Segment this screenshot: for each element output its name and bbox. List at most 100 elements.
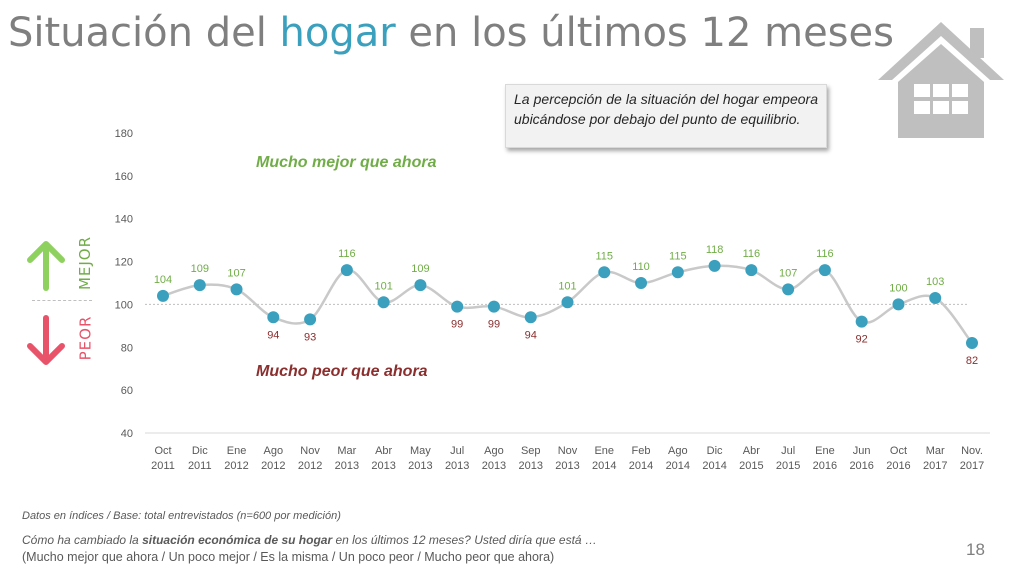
x-tick-label: Feb 2014: [629, 445, 653, 472]
data-label: 103: [926, 276, 944, 288]
data-points: [157, 259, 978, 349]
question-bold: situación económica de su hogar: [142, 533, 333, 547]
side-divider: [32, 300, 92, 301]
data-point: [966, 337, 978, 349]
y-tick-label: 120: [115, 257, 133, 269]
data-point: [414, 279, 427, 292]
data-label: 94: [525, 329, 537, 341]
data-point: [671, 266, 684, 279]
title-post: en los últimos 12 meses: [395, 10, 894, 56]
question-pre: Cómo ha cambiado la: [22, 533, 143, 547]
data-label: 118: [706, 244, 724, 256]
arrow-down-icon: [27, 315, 65, 365]
y-tick-label: 140: [115, 214, 133, 226]
data-label: 104: [154, 274, 172, 286]
data-labels: 104 109 107 94 93 116 101 109 99 99 94 101 115 110 115…: [154, 244, 978, 367]
zone-label-lower: Mucho peor que ahora: [256, 363, 428, 380]
y-tick-label: 40: [121, 428, 133, 440]
data-point: [635, 277, 648, 289]
data-point: [193, 279, 206, 292]
x-tick-label: Mar 2013: [335, 445, 359, 472]
data-point: [892, 298, 905, 311]
x-tick-label: Oct 2016: [886, 445, 910, 472]
data-label: 82: [966, 355, 978, 367]
data-label: 115: [595, 250, 613, 262]
x-tick-label: Mar 2017: [923, 445, 947, 472]
x-tick-label: Sep 2013: [518, 445, 542, 472]
x-tick-label: Jun 2016: [849, 445, 873, 472]
data-point: [487, 300, 500, 313]
data-point: [230, 283, 243, 296]
y-tick-label: 60: [121, 385, 133, 397]
x-tick-label: Dic 2011: [188, 445, 212, 472]
data-label: 99: [451, 319, 463, 331]
data-point: [782, 283, 795, 296]
data-point: [561, 296, 574, 309]
data-point: [524, 311, 537, 324]
x-tick-label: Dic 2014: [702, 445, 726, 472]
title-accent: hogar: [279, 10, 396, 56]
x-tick-label: Oct 2011: [151, 445, 175, 472]
x-tick-label: Jul 2015: [776, 445, 800, 472]
title-pre: Situación del: [8, 10, 280, 56]
x-tick-label: Abr 2015: [739, 445, 763, 472]
y-tick-label: 100: [115, 299, 133, 311]
x-axis: Oct 2011 Dic 2011 Ene 2012 Ago 2012 Nov 2012 Mar 20…: [145, 432, 990, 472]
data-label: 92: [856, 334, 868, 346]
x-tick-label: Ene 2014: [592, 445, 616, 472]
data-point: [818, 264, 831, 277]
data-label: 116: [338, 248, 356, 260]
arrow-up-icon: [27, 241, 65, 291]
data-point: [157, 289, 169, 302]
question-post: en los últimos 12 meses? Usted diría que…: [332, 533, 597, 547]
side-label-peor: PEOR: [76, 315, 95, 361]
survey-question: Cómo ha cambiado la situación económica …: [22, 532, 597, 549]
data-label: 101: [558, 280, 576, 292]
y-tick-label: 160: [115, 171, 133, 183]
x-tick-label: Ene 2012: [224, 445, 248, 472]
data-point: [451, 300, 464, 313]
data-point: [929, 292, 942, 304]
answer-options: (Mucho mejor que ahora / Un poco mejor /…: [22, 550, 555, 564]
data-point: [745, 264, 758, 277]
x-tick-label: May 2013: [408, 445, 432, 472]
data-label: 100: [889, 282, 907, 294]
x-tick-label: Nov. 2017: [960, 445, 984, 472]
data-point: [377, 296, 390, 309]
data-label: 94: [267, 329, 279, 341]
data-point: [267, 311, 280, 324]
footnote: Datos en índices / Base: total entrevist…: [22, 510, 341, 522]
data-label: 116: [816, 248, 834, 260]
data-label: 115: [669, 250, 687, 262]
data-label: 99: [488, 319, 500, 331]
data-label: 109: [191, 263, 209, 275]
data-label: 107: [227, 267, 245, 279]
callout-box: La percepción de la situación del hogar …: [505, 84, 827, 148]
data-label: 101: [374, 280, 392, 292]
data-label: 107: [779, 267, 797, 279]
page-number: 18: [966, 540, 985, 559]
x-tick-label: Ago 2013: [482, 445, 506, 472]
y-axis: 40 60 80 100 120 140 160 180: [115, 128, 133, 440]
x-tick-label: Ene 2016: [813, 445, 837, 472]
data-label: 109: [411, 263, 429, 275]
x-tick-label: Ago 2012: [261, 445, 285, 472]
data-label: 110: [632, 261, 650, 273]
side-label-mejor: MEJOR: [76, 235, 95, 291]
x-tick-label: Nov 2012: [298, 445, 322, 472]
data-point: [855, 315, 868, 328]
data-point: [304, 313, 317, 326]
page-title: Situación del hogar en los últimos 12 me…: [8, 10, 894, 56]
zone-label-upper: Mucho mejor que ahora: [256, 154, 437, 171]
x-tick-label: Jul 2013: [445, 445, 469, 472]
data-point: [708, 259, 721, 272]
x-tick-label: Abr 2013: [371, 445, 395, 472]
y-tick-label: 80: [121, 342, 133, 354]
house-icon: [878, 22, 1004, 138]
data-label: 93: [304, 331, 316, 343]
data-label: 116: [743, 248, 761, 260]
data-point: [340, 264, 353, 277]
data-point: [598, 266, 611, 279]
x-tick-label: Nov 2013: [555, 445, 579, 472]
